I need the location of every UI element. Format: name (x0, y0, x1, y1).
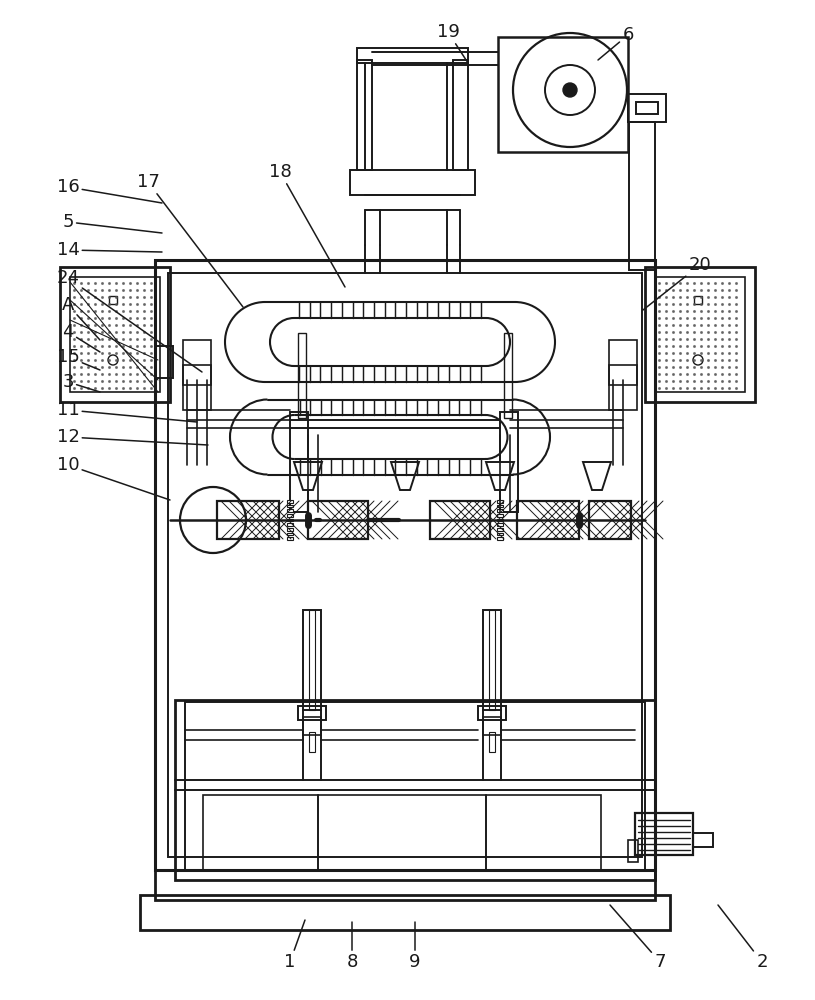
Bar (287, 533, 293, 535)
Bar (217, 501, 279, 539)
Polygon shape (391, 462, 419, 490)
Text: 6: 6 (598, 26, 634, 60)
Polygon shape (486, 462, 514, 490)
Bar (298, 706, 326, 720)
Bar (155, 260, 655, 870)
Polygon shape (294, 462, 322, 490)
Text: 2: 2 (718, 905, 768, 971)
Bar (589, 501, 631, 539)
Bar (694, 296, 702, 304)
Bar (185, 702, 645, 870)
Bar (309, 732, 315, 752)
Bar (497, 537, 503, 540)
Text: 14: 14 (56, 241, 162, 259)
Bar (303, 610, 321, 710)
Bar (60, 267, 170, 402)
Text: 18: 18 (269, 163, 345, 287)
Bar (655, 277, 745, 392)
Bar (287, 537, 293, 540)
Text: 24: 24 (56, 269, 202, 372)
Bar (504, 333, 512, 418)
Bar (357, 60, 372, 170)
Text: 7: 7 (610, 905, 666, 971)
Bar (298, 333, 306, 418)
Text: 20: 20 (643, 256, 711, 310)
Text: 12: 12 (56, 428, 208, 446)
Bar (489, 732, 495, 752)
Bar (497, 509, 503, 512)
Bar (489, 610, 495, 710)
Bar (430, 501, 490, 539)
Bar (635, 813, 693, 855)
Bar (309, 610, 315, 710)
Bar (183, 365, 211, 410)
Bar (168, 273, 642, 857)
Bar (155, 870, 655, 900)
Bar (497, 505, 503, 507)
Bar (308, 501, 368, 539)
Bar (203, 795, 318, 870)
Bar (109, 296, 117, 304)
Bar (70, 277, 160, 392)
Bar (497, 533, 503, 535)
Text: 17: 17 (137, 173, 243, 307)
Bar (453, 60, 468, 170)
Text: 3: 3 (62, 373, 100, 392)
Text: 15: 15 (56, 348, 100, 370)
Bar (609, 340, 637, 385)
Bar (287, 505, 293, 507)
Text: A: A (62, 296, 100, 340)
Bar (497, 500, 503, 503)
Bar (290, 412, 308, 512)
Bar (287, 528, 293, 531)
Bar (155, 346, 173, 378)
Bar (636, 102, 658, 114)
Text: 11: 11 (56, 401, 197, 422)
Text: 16: 16 (56, 178, 162, 203)
Bar (287, 519, 293, 521)
Bar (497, 528, 503, 531)
Bar (175, 700, 655, 880)
Bar (287, 523, 293, 526)
Bar (628, 94, 666, 122)
Circle shape (563, 83, 577, 97)
Bar (497, 514, 503, 517)
Bar (645, 267, 755, 402)
Text: 5: 5 (62, 213, 162, 233)
Text: 1: 1 (284, 920, 305, 971)
Bar (693, 833, 713, 847)
Bar (629, 122, 655, 270)
Bar (517, 501, 579, 539)
Bar (183, 340, 211, 385)
Bar (140, 895, 670, 930)
Bar (497, 519, 503, 521)
Bar (287, 514, 293, 517)
Text: 4: 4 (62, 323, 100, 352)
Text: 8: 8 (346, 922, 358, 971)
Bar (483, 610, 501, 710)
Bar (350, 170, 475, 195)
Polygon shape (583, 462, 611, 490)
Bar (478, 706, 506, 720)
Bar (628, 840, 638, 862)
Bar (357, 48, 468, 63)
Bar (498, 37, 628, 152)
Bar (287, 500, 293, 503)
Text: 10: 10 (57, 456, 170, 500)
Text: 19: 19 (437, 23, 468, 63)
Bar (303, 717, 321, 735)
Bar (287, 509, 293, 512)
Bar (500, 412, 518, 512)
Bar (483, 717, 501, 735)
Bar (318, 795, 486, 870)
Bar (609, 365, 637, 410)
Bar (497, 523, 503, 526)
Text: 9: 9 (409, 922, 421, 971)
Bar (486, 795, 601, 870)
